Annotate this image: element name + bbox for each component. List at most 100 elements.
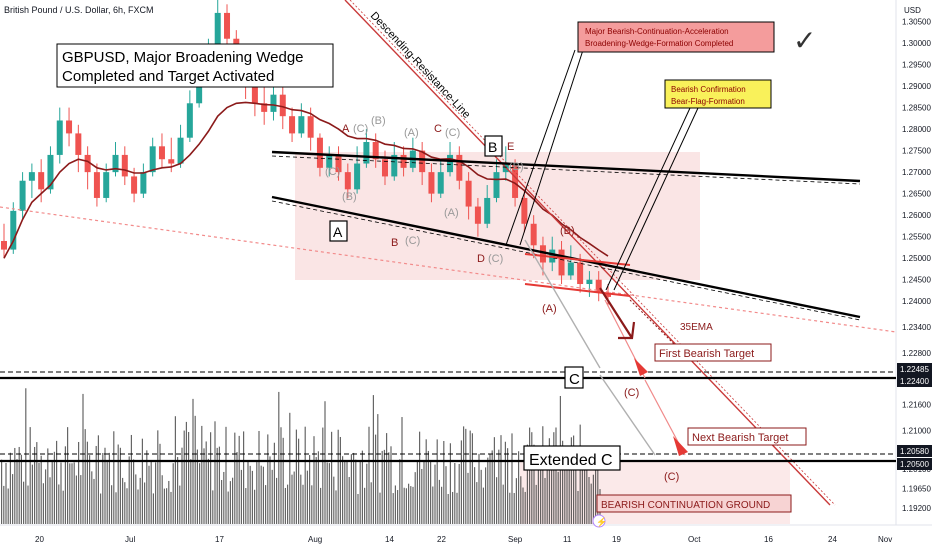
target-arrow-1	[634, 358, 648, 376]
volume-bar	[23, 481, 25, 524]
volume-bar	[126, 488, 128, 524]
candle	[381, 150, 388, 186]
volume-bar	[223, 471, 225, 524]
volume-bar	[390, 446, 392, 524]
volume-bar	[234, 432, 236, 524]
volume-bar	[205, 441, 207, 524]
volume-bar	[280, 427, 282, 524]
candle	[391, 142, 398, 181]
volume-bar	[218, 446, 220, 524]
x-tick-label: 16	[764, 535, 773, 544]
volume-bar	[412, 486, 414, 524]
volume-bar	[78, 441, 80, 524]
chart-title: GBPUSD, Major Broadening Wedge	[62, 49, 304, 66]
volume-bar	[53, 451, 55, 524]
volume-bar	[471, 433, 473, 524]
volume-bar	[168, 480, 170, 524]
volume-bar	[489, 453, 491, 524]
wave-c-box	[564, 366, 584, 389]
volume-bar	[555, 427, 557, 524]
volume-bar	[410, 486, 412, 524]
wave-label: (B)	[342, 191, 357, 203]
volume-bar	[548, 438, 550, 524]
volume-bar	[515, 478, 517, 524]
candle	[354, 146, 361, 194]
volume-bar	[185, 421, 187, 524]
volume-bar	[258, 430, 260, 524]
y-tick-label: 1.28000	[902, 125, 931, 134]
volume-bar	[245, 488, 247, 524]
volume-bar	[421, 468, 423, 524]
x-tick-label: Oct	[688, 535, 701, 544]
price-badge: 1.22485	[897, 363, 932, 375]
volume-bar	[40, 455, 42, 524]
volume-bar	[344, 461, 346, 524]
x-tick-label: 22	[437, 535, 446, 544]
candle	[66, 107, 73, 147]
volume-bar	[551, 466, 553, 524]
candle	[121, 146, 128, 186]
ema-label: 35EMA	[680, 322, 713, 333]
volume-bar	[438, 479, 440, 524]
volume-bar	[95, 445, 97, 524]
volume-bar	[361, 450, 363, 524]
candle	[474, 197, 481, 237]
volume-bar	[570, 437, 572, 524]
wave-label: B	[391, 237, 398, 249]
descending-resistance-line	[344, 0, 831, 506]
volume-bar	[196, 449, 198, 524]
volume-bar	[166, 488, 168, 524]
svg-text:1.20500: 1.20500	[900, 460, 929, 469]
volume-bar	[152, 493, 154, 524]
first-target-box	[654, 343, 772, 362]
volume-bar	[214, 421, 216, 524]
volume-bar	[509, 492, 511, 524]
volume-bar	[104, 447, 106, 524]
volume-bar	[295, 429, 297, 524]
volume-bar	[243, 431, 245, 524]
volume-bar	[368, 426, 370, 524]
y-tick-label: 1.26500	[902, 190, 931, 199]
volume-bar	[203, 448, 205, 524]
volume-bar	[271, 469, 273, 524]
volume-bar	[511, 433, 513, 524]
volume-bar	[379, 492, 381, 524]
y-tick-label: 1.21600	[902, 401, 931, 410]
y-tick-label: 1.29000	[902, 82, 931, 91]
volume-bar	[306, 470, 308, 524]
volume-bar	[135, 474, 137, 524]
candle	[558, 240, 565, 285]
volume-bar	[342, 456, 344, 524]
lightning-icon[interactable]	[592, 514, 606, 528]
volume-bar	[69, 463, 71, 524]
volume-bar	[249, 465, 251, 524]
candle	[595, 271, 602, 302]
wave-c-label: C	[569, 371, 580, 388]
target-arrow-2	[673, 436, 688, 456]
wave-label: (C)	[445, 127, 460, 139]
volume-bar	[67, 427, 69, 524]
y-tick-label: 1.27000	[902, 168, 931, 177]
candle	[19, 172, 26, 220]
wave-label: (B)	[371, 115, 386, 127]
candle	[140, 163, 147, 198]
volume-bar	[476, 482, 478, 524]
volume-bar	[260, 465, 262, 524]
volume-bar	[216, 447, 218, 524]
x-tick-label: 24	[828, 535, 837, 544]
volume-bar	[58, 484, 60, 524]
ema-line	[3, 101, 609, 259]
volume-bar	[102, 452, 104, 524]
volume-bar	[335, 490, 337, 524]
volume-bar	[357, 493, 359, 524]
volume-bar	[317, 451, 319, 524]
volume-bar	[115, 492, 117, 524]
volume-bar	[276, 477, 278, 524]
volume-bar	[194, 415, 196, 524]
price-badge: 1.20580	[897, 445, 932, 457]
candle	[335, 146, 342, 181]
extended-c-box	[523, 445, 621, 471]
wave-a-box	[329, 220, 348, 242]
volume-bar	[526, 444, 528, 524]
